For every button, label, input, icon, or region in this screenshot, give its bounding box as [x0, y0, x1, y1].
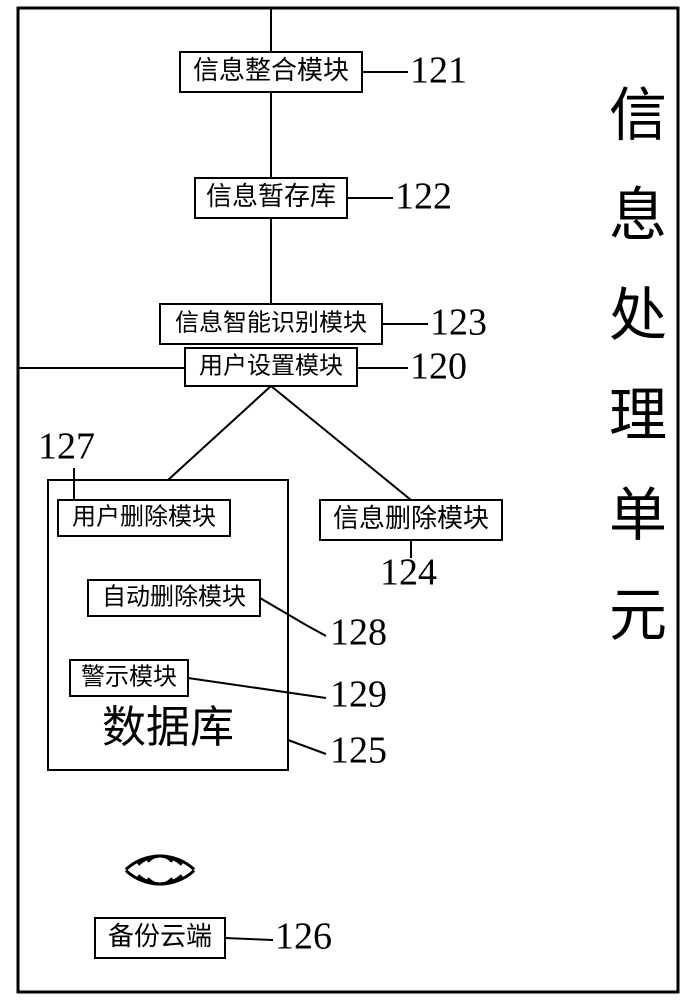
info-temp-store-label: 信息暂存库 — [206, 182, 336, 211]
ref-125: 125 — [330, 730, 387, 772]
ref-126: 126 — [275, 916, 332, 958]
diagram-svg: 信息处理单元 信息整合模块信息暂存库信息智能识别模块用户设置模块信息删除模块 用户删… — [0, 0, 694, 1000]
side-title-char-0: 信 — [609, 83, 667, 148]
ref-128: 128 — [330, 612, 387, 654]
side-title-char-2: 处 — [609, 283, 667, 348]
ref-122: 122 — [395, 176, 452, 218]
side-title-char-1: 息 — [609, 183, 667, 248]
database-label: 数据库 — [102, 703, 234, 752]
info-delete-module-label: 信息删除模块 — [333, 504, 489, 533]
backup-cloud-label: 备份云端 — [108, 922, 212, 951]
ref-129: 129 — [330, 674, 387, 716]
user-delete-module-label: 用户删除模块 — [72, 504, 216, 531]
info-integration-module-label: 信息整合模块 — [193, 56, 349, 85]
side-title-char-3: 理 — [609, 383, 667, 448]
side-title-char-4: 单 — [609, 483, 667, 548]
warning-module-label: 警示模块 — [81, 664, 177, 691]
info-smart-recognition-module-label: 信息智能识别模块 — [175, 310, 367, 337]
side-title-char-5: 元 — [609, 583, 667, 648]
ref-127: 127 — [38, 426, 95, 468]
ref-121: 121 — [410, 50, 467, 92]
ref-120: 120 — [410, 346, 467, 388]
auto-delete-module-label: 自动删除模块 — [102, 584, 246, 611]
ref-124: 124 — [380, 552, 437, 594]
user-settings-module-label: 用户设置模块 — [199, 353, 343, 380]
ref-123: 123 — [430, 302, 487, 344]
